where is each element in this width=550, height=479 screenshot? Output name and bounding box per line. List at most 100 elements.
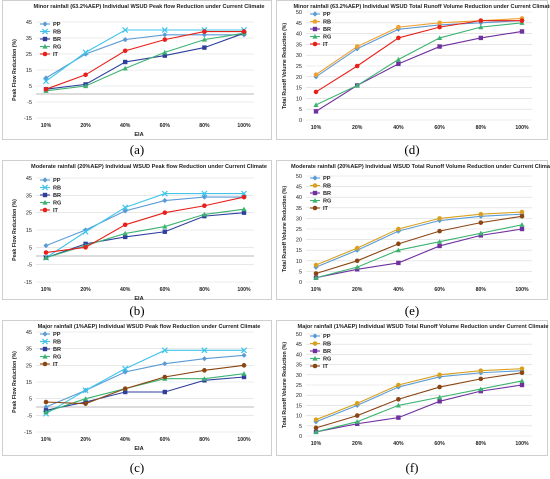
data-point-rb: [161, 26, 168, 34]
data-point-rb: [240, 190, 248, 197]
data-point-it: [478, 220, 484, 225]
data-point-rg: [201, 376, 207, 381]
series-line-rb: [45, 193, 244, 259]
chart-frame: [276, 0, 548, 140]
data-point-br: [123, 59, 128, 65]
data-point-rg: [395, 402, 401, 408]
data-point-br: [162, 53, 167, 58]
chart-title: Minor rainfall (63.2%AEP) Individual WSU…: [294, 4, 550, 10]
legend-label: RG: [323, 357, 331, 363]
legend-marker: [312, 348, 318, 354]
data-point-pp: [162, 197, 168, 204]
data-point-it: [354, 63, 360, 69]
data-point-rg: [43, 255, 49, 260]
x-tick-label: 80%: [199, 287, 210, 293]
data-point-rg: [83, 396, 89, 401]
legend-marker: [312, 19, 318, 24]
data-point-pp: [122, 37, 128, 43]
data-point-br: [478, 35, 483, 41]
y-tick-label: -15: [24, 116, 32, 122]
y-tick-label: 30: [296, 373, 302, 379]
series-line-rg: [45, 208, 245, 259]
data-point-rg: [478, 386, 484, 392]
data-point-rg: [313, 275, 319, 280]
series-line-rg: [315, 22, 523, 106]
data-point-br: [519, 382, 525, 388]
y-tick-label: -5: [27, 100, 32, 106]
series-line-pp: [315, 20, 523, 78]
legend-marker: [41, 184, 49, 191]
legend-marker: [312, 341, 318, 346]
data-point-rg: [437, 239, 443, 244]
x-tick-label: 100%: [237, 123, 251, 129]
data-point-rb: [478, 211, 484, 217]
data-point-rb: [201, 190, 208, 197]
data-point-br: [396, 61, 401, 67]
x-tick-label: 20%: [352, 125, 363, 131]
data-point-rg: [354, 82, 360, 88]
data-point-rg: [519, 378, 525, 383]
data-point-it: [313, 271, 319, 276]
data-point-pp: [43, 243, 49, 249]
data-point-rb: [478, 368, 484, 374]
legend-label: BR: [323, 191, 331, 197]
y-tick-label: 20: [296, 238, 302, 244]
y-tick-label: 5: [299, 107, 302, 113]
data-point-rb: [42, 78, 50, 85]
data-point-pp: [201, 194, 207, 200]
data-point-rb: [519, 209, 525, 215]
chart-svg: Major rainfall (1%AEP) Individual WSUD P…: [12, 324, 260, 452]
data-point-br: [355, 267, 360, 272]
data-point-rb: [437, 20, 442, 26]
x-tick-label: 60%: [434, 287, 445, 293]
y-axis-label: Peak Flow Reduction (%): [12, 351, 18, 413]
x-tick-label: 80%: [476, 125, 487, 131]
data-point-br: [162, 389, 167, 395]
series-line-rb: [45, 349, 244, 415]
legend-marker: [42, 177, 48, 183]
data-point-br: [313, 109, 319, 114]
legend-label: BR: [53, 347, 61, 353]
data-point-rg: [43, 409, 49, 415]
x-tick-label: 40%: [393, 125, 404, 131]
x-tick-label: 10%: [41, 123, 52, 129]
data-point-it: [241, 194, 247, 200]
series-line-rg: [315, 380, 523, 433]
y-tick-label: 20: [296, 393, 302, 399]
series-line-it: [315, 372, 523, 429]
y-tick-label: 15: [26, 228, 32, 234]
legend-marker: [42, 207, 48, 213]
legend-marker: [41, 28, 49, 35]
y-tick-label: 10: [296, 96, 302, 102]
data-point-rb: [437, 372, 442, 378]
data-point-it: [437, 228, 442, 234]
data-point-it: [241, 363, 247, 368]
y-tick-label: 35: [296, 206, 302, 212]
data-point-rg: [478, 24, 484, 30]
y-axis-label: Total Runoff Volume Reduction (%): [282, 23, 288, 110]
y-tick-label: 50: [296, 174, 302, 180]
x-tick-label: 80%: [476, 441, 487, 447]
chart-svg: Major rainfall (1%AEP) Individual WSUD T…: [282, 324, 548, 447]
data-point-rb: [519, 366, 525, 371]
data-point-it: [519, 213, 525, 219]
legend-label: PP: [323, 334, 331, 340]
y-tick-label: 40: [296, 195, 302, 201]
panel-caption: (e): [404, 303, 420, 318]
data-point-rg: [354, 419, 360, 424]
x-tick-label: 80%: [199, 437, 210, 443]
legend-marker: [312, 11, 318, 17]
data-point-it: [396, 396, 401, 402]
legend-label: BR: [323, 27, 331, 33]
data-point-it: [313, 89, 319, 95]
data-point-it: [202, 203, 207, 209]
y-axis-label: Peak Flow Reduction (%): [12, 199, 18, 261]
x-tick-label: 60%: [160, 287, 171, 293]
data-point-it: [396, 35, 401, 41]
y-tick-label: 0: [299, 280, 302, 286]
legend-label: IT: [53, 362, 59, 368]
y-tick-label: -15: [24, 280, 32, 286]
x-tick-label: 20%: [352, 287, 363, 293]
y-tick-label: 15: [296, 248, 302, 254]
data-point-pp: [241, 352, 247, 358]
